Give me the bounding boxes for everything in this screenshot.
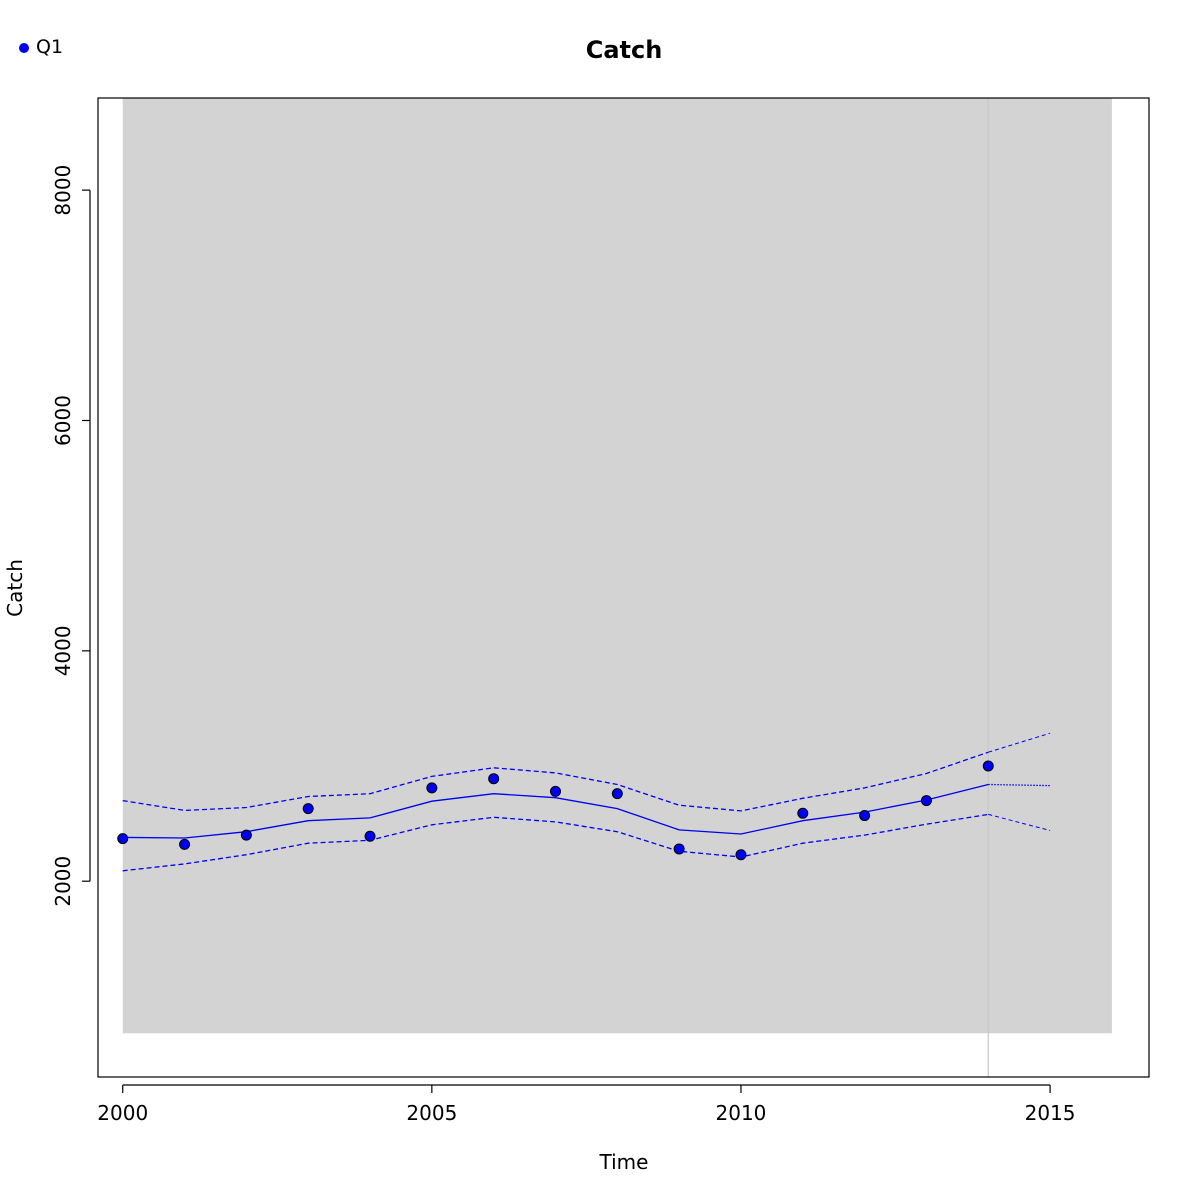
y-tick-label: 2000: [51, 856, 75, 907]
legend-marker-q1: [19, 43, 29, 53]
x-tick-label: 2015: [1025, 1101, 1076, 1125]
data-point: [673, 843, 685, 855]
data-point: [982, 760, 994, 772]
data-point: [240, 829, 252, 841]
data-point: [549, 785, 561, 797]
series-forecast-upper: [988, 732, 1051, 753]
data-point: [179, 838, 191, 850]
data-point: [859, 810, 871, 822]
x-tick-label: 2010: [716, 1101, 767, 1125]
data-point: [364, 830, 376, 842]
y-tick-label: 8000: [51, 165, 75, 216]
series-forecast-mean: [988, 783, 1051, 787]
series-forecast-lower: [988, 813, 1051, 831]
plot-frame: [97, 97, 1150, 1078]
data-point: [302, 803, 314, 815]
y-tick-label: 4000: [51, 625, 75, 676]
x-tick-label: 2005: [406, 1101, 457, 1125]
shaded-region: [122, 98, 1112, 1034]
y-tick-label: 6000: [51, 395, 75, 446]
data-point: [488, 773, 500, 785]
data-point: [735, 849, 747, 861]
legend-label-q1: Q1: [36, 36, 63, 58]
legend: Q1: [19, 36, 63, 58]
data-point: [920, 795, 932, 807]
data-point: [426, 782, 438, 794]
x-axis-label: Time: [599, 1150, 649, 1174]
data-point: [117, 833, 129, 845]
data-point: [611, 788, 623, 800]
series-fitted-line: [122, 783, 989, 839]
series-upper-band: [122, 751, 989, 812]
series-lower-band: [122, 813, 989, 872]
y-axis-label: Catch: [3, 559, 27, 617]
x-tick-label: 2000: [97, 1101, 148, 1125]
data-point: [797, 807, 809, 819]
chart-title: Catch: [586, 36, 663, 64]
